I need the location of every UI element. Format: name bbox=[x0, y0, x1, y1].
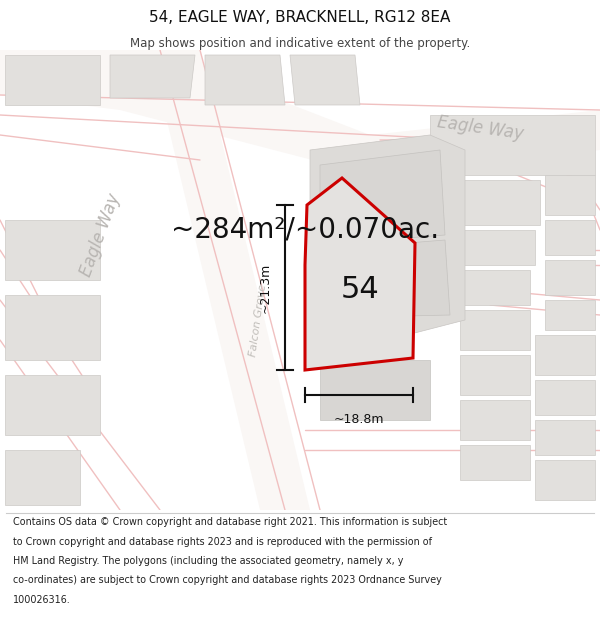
Polygon shape bbox=[290, 55, 360, 105]
Polygon shape bbox=[535, 335, 595, 375]
Text: Falcon Grove: Falcon Grove bbox=[248, 283, 268, 357]
Text: ~18.8m: ~18.8m bbox=[334, 413, 384, 426]
Text: 54: 54 bbox=[341, 276, 379, 304]
Text: 100026316.: 100026316. bbox=[13, 595, 71, 605]
Polygon shape bbox=[5, 55, 100, 105]
Polygon shape bbox=[460, 310, 530, 350]
Polygon shape bbox=[5, 450, 80, 505]
Text: HM Land Registry. The polygons (including the associated geometry, namely x, y: HM Land Registry. The polygons (includin… bbox=[13, 556, 404, 566]
Polygon shape bbox=[460, 270, 530, 305]
Polygon shape bbox=[460, 445, 530, 480]
Polygon shape bbox=[545, 300, 595, 330]
Polygon shape bbox=[5, 375, 100, 435]
Polygon shape bbox=[545, 260, 595, 295]
Polygon shape bbox=[305, 178, 415, 370]
Polygon shape bbox=[450, 180, 540, 225]
Polygon shape bbox=[320, 360, 430, 420]
Polygon shape bbox=[5, 220, 100, 280]
Polygon shape bbox=[320, 150, 445, 245]
Polygon shape bbox=[460, 400, 530, 440]
Text: to Crown copyright and database rights 2023 and is reproduced with the permissio: to Crown copyright and database rights 2… bbox=[13, 537, 432, 547]
Text: co-ordinates) are subject to Crown copyright and database rights 2023 Ordnance S: co-ordinates) are subject to Crown copyr… bbox=[13, 576, 442, 586]
Polygon shape bbox=[430, 115, 595, 175]
Polygon shape bbox=[5, 295, 100, 360]
Text: Eagle Way: Eagle Way bbox=[77, 191, 124, 279]
Polygon shape bbox=[535, 380, 595, 415]
Polygon shape bbox=[535, 420, 595, 455]
Polygon shape bbox=[545, 175, 595, 215]
Polygon shape bbox=[110, 55, 195, 98]
Text: Eagle Way: Eagle Way bbox=[436, 113, 524, 143]
Polygon shape bbox=[310, 135, 465, 360]
Polygon shape bbox=[205, 55, 285, 105]
Text: ~284m²/~0.070ac.: ~284m²/~0.070ac. bbox=[171, 215, 439, 243]
Polygon shape bbox=[320, 240, 450, 318]
Polygon shape bbox=[455, 230, 535, 265]
Text: 54, EAGLE WAY, BRACKNELL, RG12 8EA: 54, EAGLE WAY, BRACKNELL, RG12 8EA bbox=[149, 10, 451, 25]
Polygon shape bbox=[460, 355, 530, 395]
Text: Contains OS data © Crown copyright and database right 2021. This information is : Contains OS data © Crown copyright and d… bbox=[13, 518, 448, 528]
Polygon shape bbox=[535, 460, 595, 500]
Polygon shape bbox=[0, 50, 600, 175]
Polygon shape bbox=[545, 220, 595, 255]
Text: Map shows position and indicative extent of the property.: Map shows position and indicative extent… bbox=[130, 38, 470, 51]
Text: ~21.3m: ~21.3m bbox=[259, 262, 271, 312]
Polygon shape bbox=[150, 50, 310, 510]
